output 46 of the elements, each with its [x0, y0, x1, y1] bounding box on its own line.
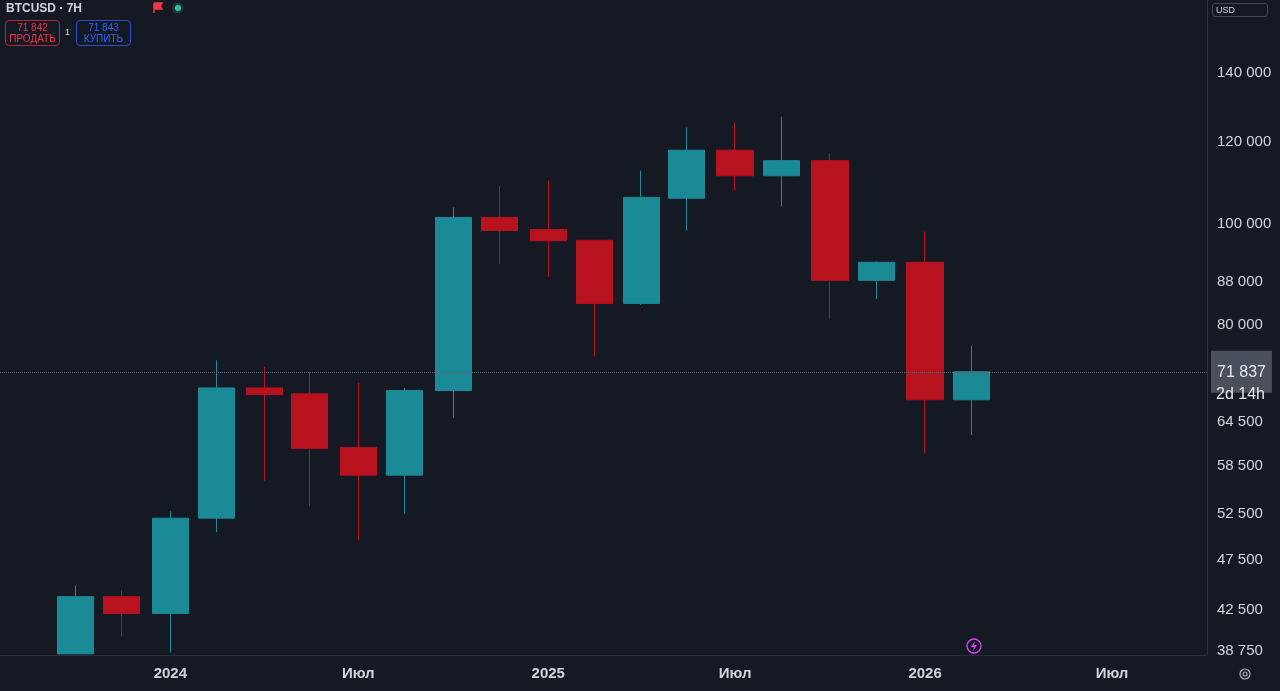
x-tick-label: Июл [341, 664, 375, 681]
candlestick [576, 239, 613, 358]
y-tick-label: 52 500 [1217, 504, 1263, 522]
candlestick [716, 121, 754, 192]
x-tick-label: Июл [718, 664, 752, 681]
y-tick-label: 120 000 [1217, 132, 1272, 150]
annotation: КУПИТЬ [82, 33, 125, 44]
candlestick [386, 387, 423, 515]
candlestick [103, 589, 140, 638]
candlestick [906, 230, 944, 455]
candlestick [530, 180, 567, 278]
text: 2d 14h [1216, 385, 1265, 403]
y-tick-label: 42 500 [1217, 599, 1263, 617]
y-tick-label: 140 000 [1217, 62, 1272, 80]
y-tick-label: 80 000 [1217, 314, 1263, 332]
chart-title: BTCUSD · 7H [6, 1, 83, 15]
candlestick [246, 366, 283, 482]
y-tick-label: 64 500 [1217, 411, 1263, 429]
y-tick-label: 58 500 [1217, 455, 1263, 473]
candlestick [435, 206, 472, 419]
x-tick-label: 2025 [531, 664, 565, 681]
candlestick [623, 170, 660, 306]
candlestick [152, 510, 189, 654]
candlestick [291, 371, 328, 507]
candlestick [668, 126, 705, 232]
candlestick [57, 584, 94, 655]
y-tick-label: 38 750 [1217, 641, 1263, 659]
x-tick-label: 2026 [908, 664, 942, 681]
y-tick-label: 47 500 [1217, 549, 1263, 567]
annotation: 71 843 [87, 22, 120, 33]
candlestick [481, 185, 518, 265]
candlestick [858, 260, 895, 300]
ref-line-label: 71 837 [1217, 363, 1267, 381]
candlestick [763, 116, 800, 207]
candlestick [953, 345, 990, 436]
x-tick-label: 2024 [153, 664, 188, 681]
candlestick [811, 152, 849, 320]
candlestick [340, 382, 377, 541]
y-tick-label: 100 000 [1217, 214, 1272, 232]
candlestick [198, 359, 235, 533]
x-tick-label: Июл [1095, 664, 1129, 681]
annotation: 71 842 [16, 22, 49, 33]
annotation: ПРОДАТЬ [8, 33, 57, 44]
y-tick-label: 88 000 [1217, 271, 1263, 289]
text: USD [1212, 3, 1268, 17]
annotation: 1 [65, 27, 71, 37]
